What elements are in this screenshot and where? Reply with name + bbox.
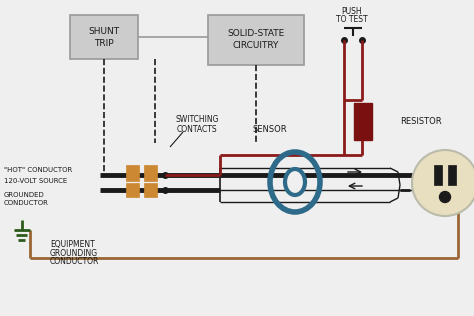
Text: SHUNT: SHUNT: [89, 27, 119, 37]
Text: EQUIPMENT: EQUIPMENT: [50, 240, 95, 248]
Text: "HOT" CONDUCTOR: "HOT" CONDUCTOR: [4, 167, 72, 173]
Bar: [126, 183, 139, 197]
Text: CIRCUITRY: CIRCUITRY: [233, 41, 279, 51]
Text: SOLID-STATE: SOLID-STATE: [228, 28, 284, 38]
Text: SWITCHING: SWITCHING: [175, 116, 219, 125]
Bar: [434, 165, 442, 185]
Bar: [126, 165, 139, 181]
Text: GROUNDED: GROUNDED: [4, 192, 45, 198]
Bar: [70, 15, 138, 59]
Ellipse shape: [285, 169, 305, 195]
Text: 120-VOLT SOURCE: 120-VOLT SOURCE: [4, 178, 67, 184]
Text: CONTACTS: CONTACTS: [177, 125, 217, 133]
Bar: [144, 183, 157, 197]
Text: RESISTOR: RESISTOR: [400, 118, 442, 126]
Text: SENSOR: SENSOR: [253, 125, 287, 135]
Text: CONDUCTOR: CONDUCTOR: [50, 258, 100, 266]
Bar: [354, 103, 372, 140]
Text: CONDUCTOR: CONDUCTOR: [4, 200, 49, 206]
Text: TO TEST: TO TEST: [336, 15, 368, 25]
Text: PUSH: PUSH: [342, 8, 362, 16]
Bar: [144, 165, 157, 181]
Circle shape: [439, 191, 450, 203]
Text: GROUNDING: GROUNDING: [50, 248, 98, 258]
Circle shape: [412, 150, 474, 216]
Bar: [448, 165, 456, 185]
Text: TRIP: TRIP: [94, 40, 114, 48]
Bar: [208, 15, 304, 65]
